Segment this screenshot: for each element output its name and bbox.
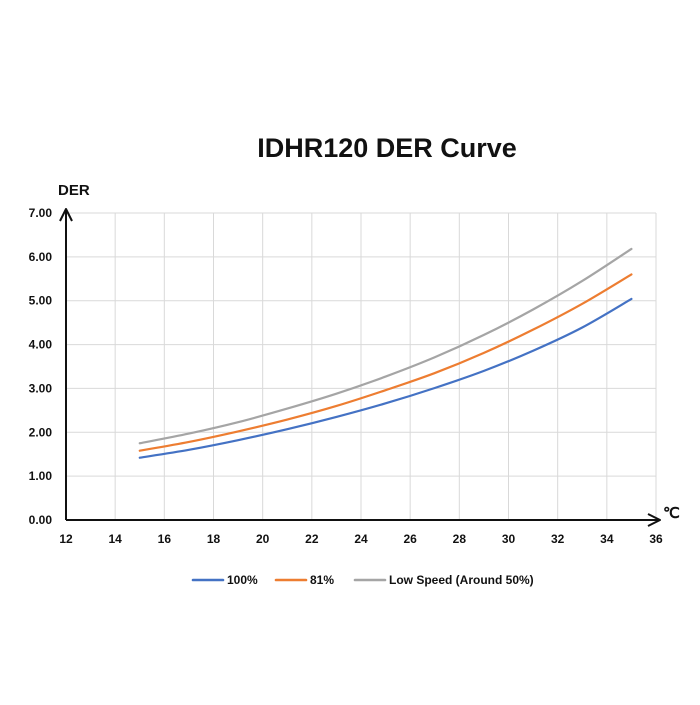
chart-title: IDHR120 DER Curve [257,133,517,163]
y-axis-label: DER [58,182,90,199]
x-tick-label: 20 [256,532,270,546]
y-tick-label: 1.00 [29,469,53,483]
grid-lines [65,212,657,521]
legend-label-3: Low Speed (Around 50%) [389,573,534,587]
y-tick-label: 2.00 [29,425,53,439]
x-tick-label: 32 [551,532,565,546]
x-tick-label: 12 [59,532,73,546]
legend: 100% 81% Low Speed (Around 50%) [191,573,534,587]
x-tick-label: 14 [108,532,122,546]
y-tick-label: 0.00 [29,513,53,527]
x-axis-label: ℃ [663,505,680,522]
axis-ticks: 12 14 16 18 20 22 24 26 28 30 32 34 36 0.00 1.00 2.00 3.… [29,206,663,546]
x-tick-label: 16 [158,532,172,546]
series-lines [138,247,633,459]
x-tick-label: 34 [600,532,614,546]
legend-label-2: 81% [310,573,334,587]
series-line-1 [138,297,633,459]
series-line-3 [138,247,633,445]
y-tick-label: 6.00 [29,250,53,264]
y-tick-label: 3.00 [29,381,53,395]
axes [59,208,661,527]
y-tick-label: 5.00 [29,294,53,308]
y-tick-label: 7.00 [29,206,53,220]
y-axis-arrow [59,208,73,222]
x-tick-label: 36 [649,532,663,546]
series-line-2 [138,273,633,452]
y-tick-label: 4.00 [29,338,53,352]
x-tick-label: 26 [403,532,417,546]
legend-label-1: 100% [227,573,258,587]
x-tick-label: 28 [453,532,467,546]
x-tick-label: 30 [502,532,516,546]
x-axis-arrow [647,513,661,527]
x-tick-label: 24 [354,532,368,546]
x-tick-label: 22 [305,532,319,546]
x-tick-label: 18 [207,532,221,546]
